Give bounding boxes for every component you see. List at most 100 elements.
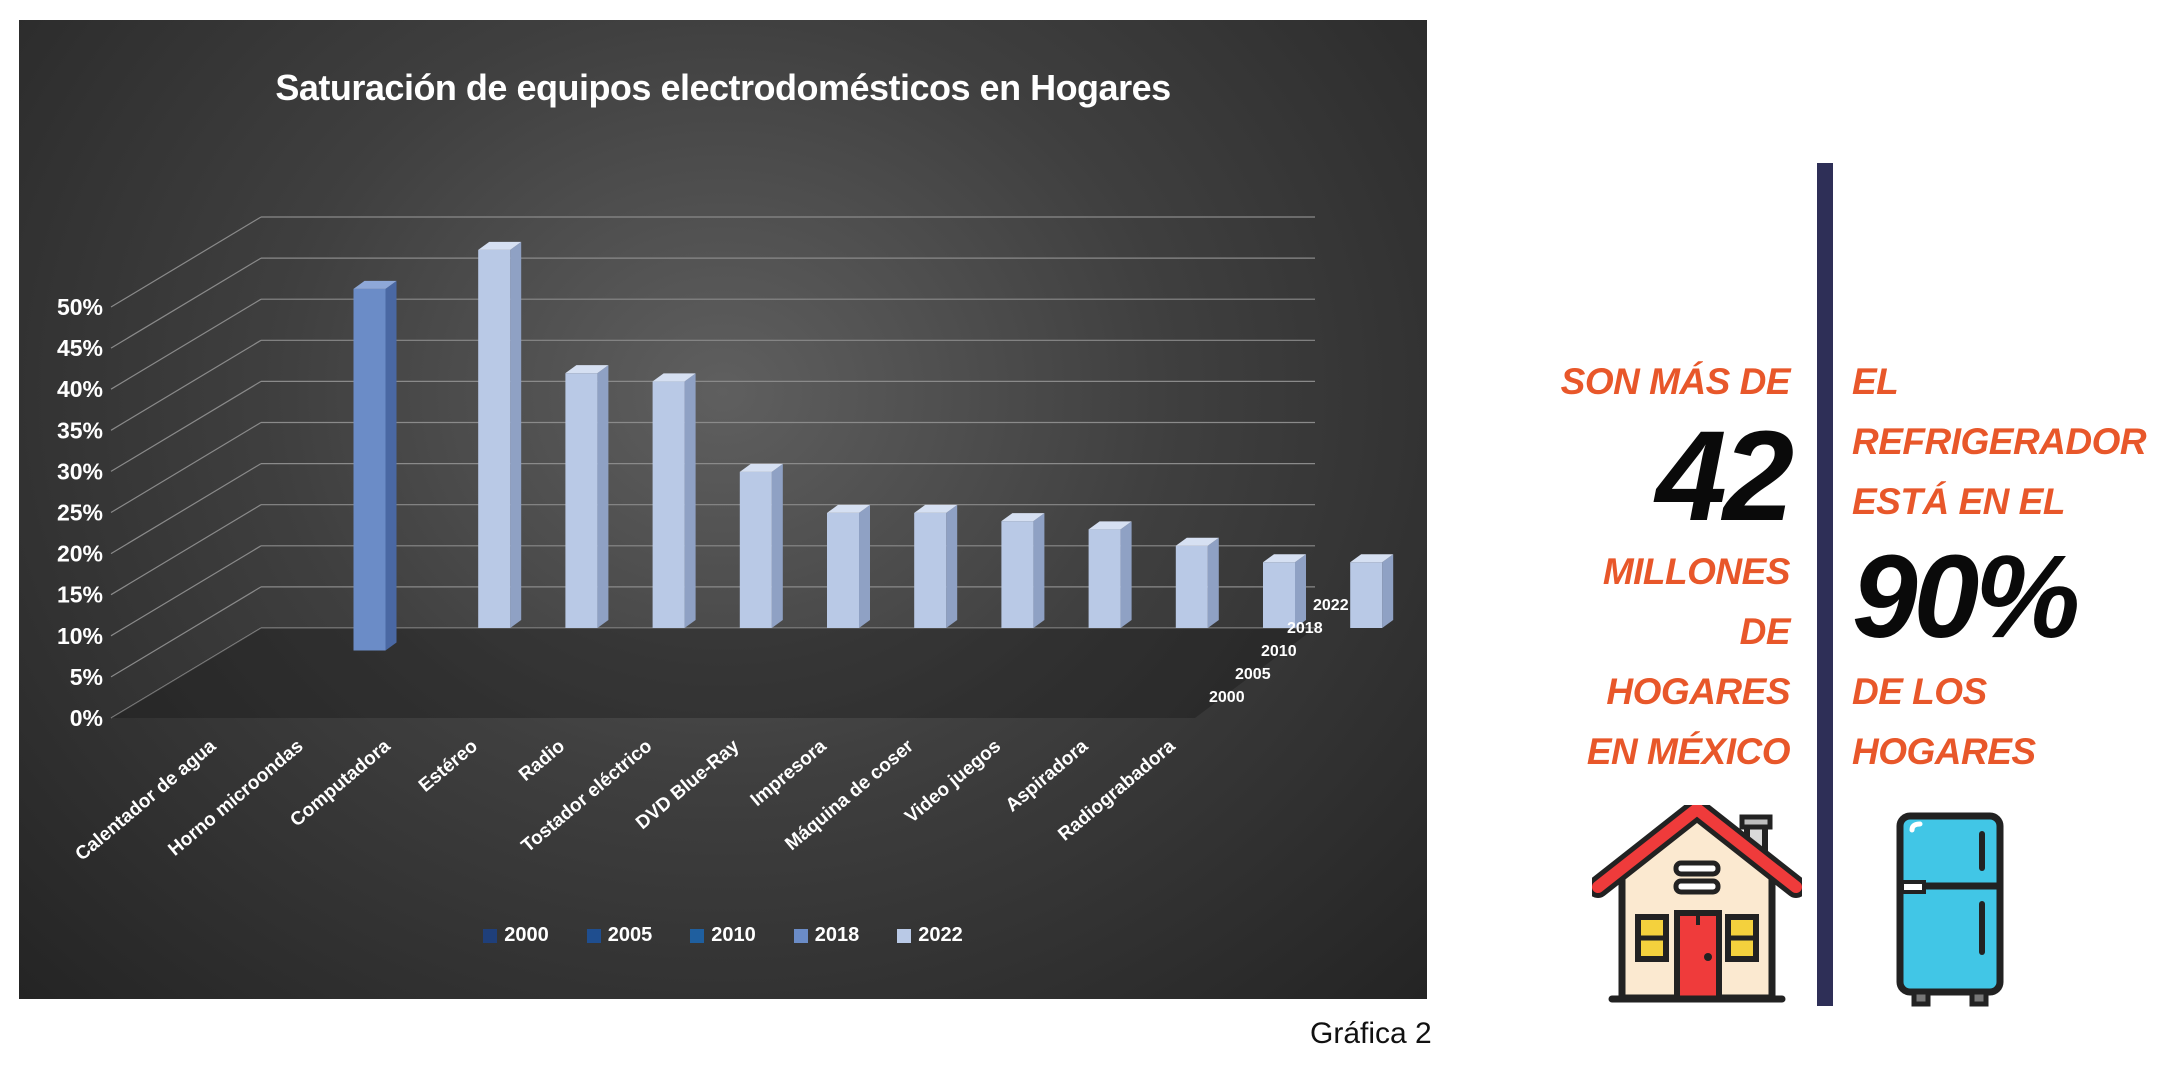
bar-2022 <box>827 512 859 628</box>
bar-side <box>771 463 783 628</box>
legend-swatch <box>793 928 808 943</box>
bar-top <box>739 463 783 472</box>
gridline-side <box>110 339 262 431</box>
house-icon <box>1592 805 1802 1003</box>
y-tick-label: 5% <box>70 664 103 690</box>
chart-title: Saturación de equipos electrodomésticos … <box>275 67 1171 108</box>
fridge-line4: HOGARES <box>1852 731 2036 772</box>
divider <box>1817 163 1833 1006</box>
legend-swatch <box>690 928 705 943</box>
households-number: 42 <box>1655 405 1794 548</box>
bar-side <box>1207 537 1219 628</box>
depth-label: 2022 <box>1313 597 1349 614</box>
fridge-line2: ESTÁ EN EL <box>1852 481 2065 522</box>
chart-panel: 0% 5% 10% 15% 20% 25% 30% 35% 40% 45% 50% Calentado… <box>19 20 1427 999</box>
bar-top <box>914 504 958 513</box>
depth-label: 2005 <box>1235 666 1271 683</box>
bar-side <box>946 504 958 628</box>
chart-caption: Gráfica 2 <box>1310 1017 1432 1050</box>
chart-plot: 0% 5% 10% 15% 20% 25% 30% 35% 40% 45% 50% Calentado… <box>57 216 1394 865</box>
gridline-side <box>110 586 262 678</box>
bar-2022 <box>1175 545 1208 628</box>
y-tick-label: 20% <box>57 541 103 567</box>
y-tick-label: 25% <box>57 500 103 526</box>
x-tick-label: Aspiradora <box>1002 735 1093 816</box>
bar-top <box>1350 554 1394 563</box>
gridline-side <box>110 298 262 390</box>
legend-item: 2018 <box>793 924 860 947</box>
gridline-side <box>110 627 262 719</box>
y-tick-label: 0% <box>70 705 103 731</box>
legend-swatch <box>483 928 498 943</box>
x-tick-label: Impresora <box>747 735 831 810</box>
legend-label: 2010 <box>711 924 756 946</box>
bar-side <box>385 280 397 651</box>
bar-2022 <box>1088 529 1121 628</box>
bar-2022 <box>565 373 598 628</box>
x-tick-label: Calentador de agua <box>72 735 221 865</box>
x-tick-label: Radio <box>515 736 569 786</box>
y-tick-label: 35% <box>57 417 103 443</box>
bar-top <box>1088 521 1132 530</box>
bar-top <box>652 373 696 382</box>
legend-item: 2000 <box>483 924 549 947</box>
fridge-stat: EL REFRIGERADOR ESTÁ EN EL 90% DE LOS HO… <box>1852 352 2152 782</box>
bar-2022 <box>739 471 772 628</box>
gridline-side <box>110 380 262 472</box>
bar-side <box>510 241 522 628</box>
gridline-side <box>110 257 262 349</box>
bar-top <box>478 241 522 250</box>
legend-swatch <box>897 928 912 943</box>
y-tick-label: 30% <box>57 458 103 484</box>
legend-label: 2000 <box>504 924 549 946</box>
x-tick-label: Video juegos <box>901 736 1005 828</box>
depth-label: 2000 <box>1209 689 1245 706</box>
gridline-side <box>110 216 262 308</box>
fridge-number: 90% <box>1852 531 2080 663</box>
bar-2022 <box>652 381 685 628</box>
legend-swatch <box>586 928 601 943</box>
y-tick-label: 40% <box>57 376 103 402</box>
bar-top <box>1263 554 1306 563</box>
chart-floor <box>111 628 1315 718</box>
legend-label: 2022 <box>918 924 963 946</box>
legend-label: 2018 <box>814 924 860 946</box>
households-stat: SON MÁS DE 42 MILLONES DE HOGARES EN MÉX… <box>1560 352 1794 782</box>
bar-2022 <box>1350 562 1383 628</box>
households-line2: MILLONES <box>1602 551 1791 592</box>
fridge-line1: EL REFRIGERADOR <box>1852 361 2147 462</box>
bar-side <box>597 365 609 628</box>
bar-side <box>1033 513 1045 628</box>
bar-side <box>1382 554 1394 628</box>
bar-side <box>859 504 870 628</box>
depth-label: 2010 <box>1261 643 1297 660</box>
households-line4: EN MÉXICO <box>1586 731 1791 772</box>
fridge-line3: DE LOS <box>1852 671 1987 712</box>
bar-top <box>353 280 397 289</box>
legend-item: 2010 <box>690 924 756 947</box>
legend-item: 2005 <box>586 924 652 947</box>
gridline-side <box>110 421 262 514</box>
gridline-side <box>110 504 262 596</box>
gridline-side <box>110 463 262 555</box>
bar-top <box>827 504 870 513</box>
bar-side <box>1120 521 1132 628</box>
legend-item: 2022 <box>897 924 963 947</box>
y-tick-label: 45% <box>57 335 103 361</box>
fridge-icon <box>1896 812 2004 1007</box>
depth-label: 2018 <box>1287 620 1323 637</box>
y-tick-label: 10% <box>57 623 103 649</box>
bar-2022 <box>1263 562 1295 628</box>
chart-legend: 2000 2005 2010 2018 2022 <box>19 924 1427 947</box>
gridline-side <box>110 545 262 637</box>
bar-top <box>1175 537 1219 546</box>
y-tick-label: 15% <box>57 582 103 608</box>
bar-2018 <box>353 288 386 651</box>
x-tick-label: Estéreo <box>415 736 482 797</box>
y-tick-label: 50% <box>57 294 103 320</box>
bar-top <box>565 365 609 374</box>
bar-side <box>1295 554 1306 628</box>
bar-top <box>1001 513 1045 522</box>
bar-2022 <box>478 249 511 628</box>
bar-2022 <box>1001 521 1034 628</box>
